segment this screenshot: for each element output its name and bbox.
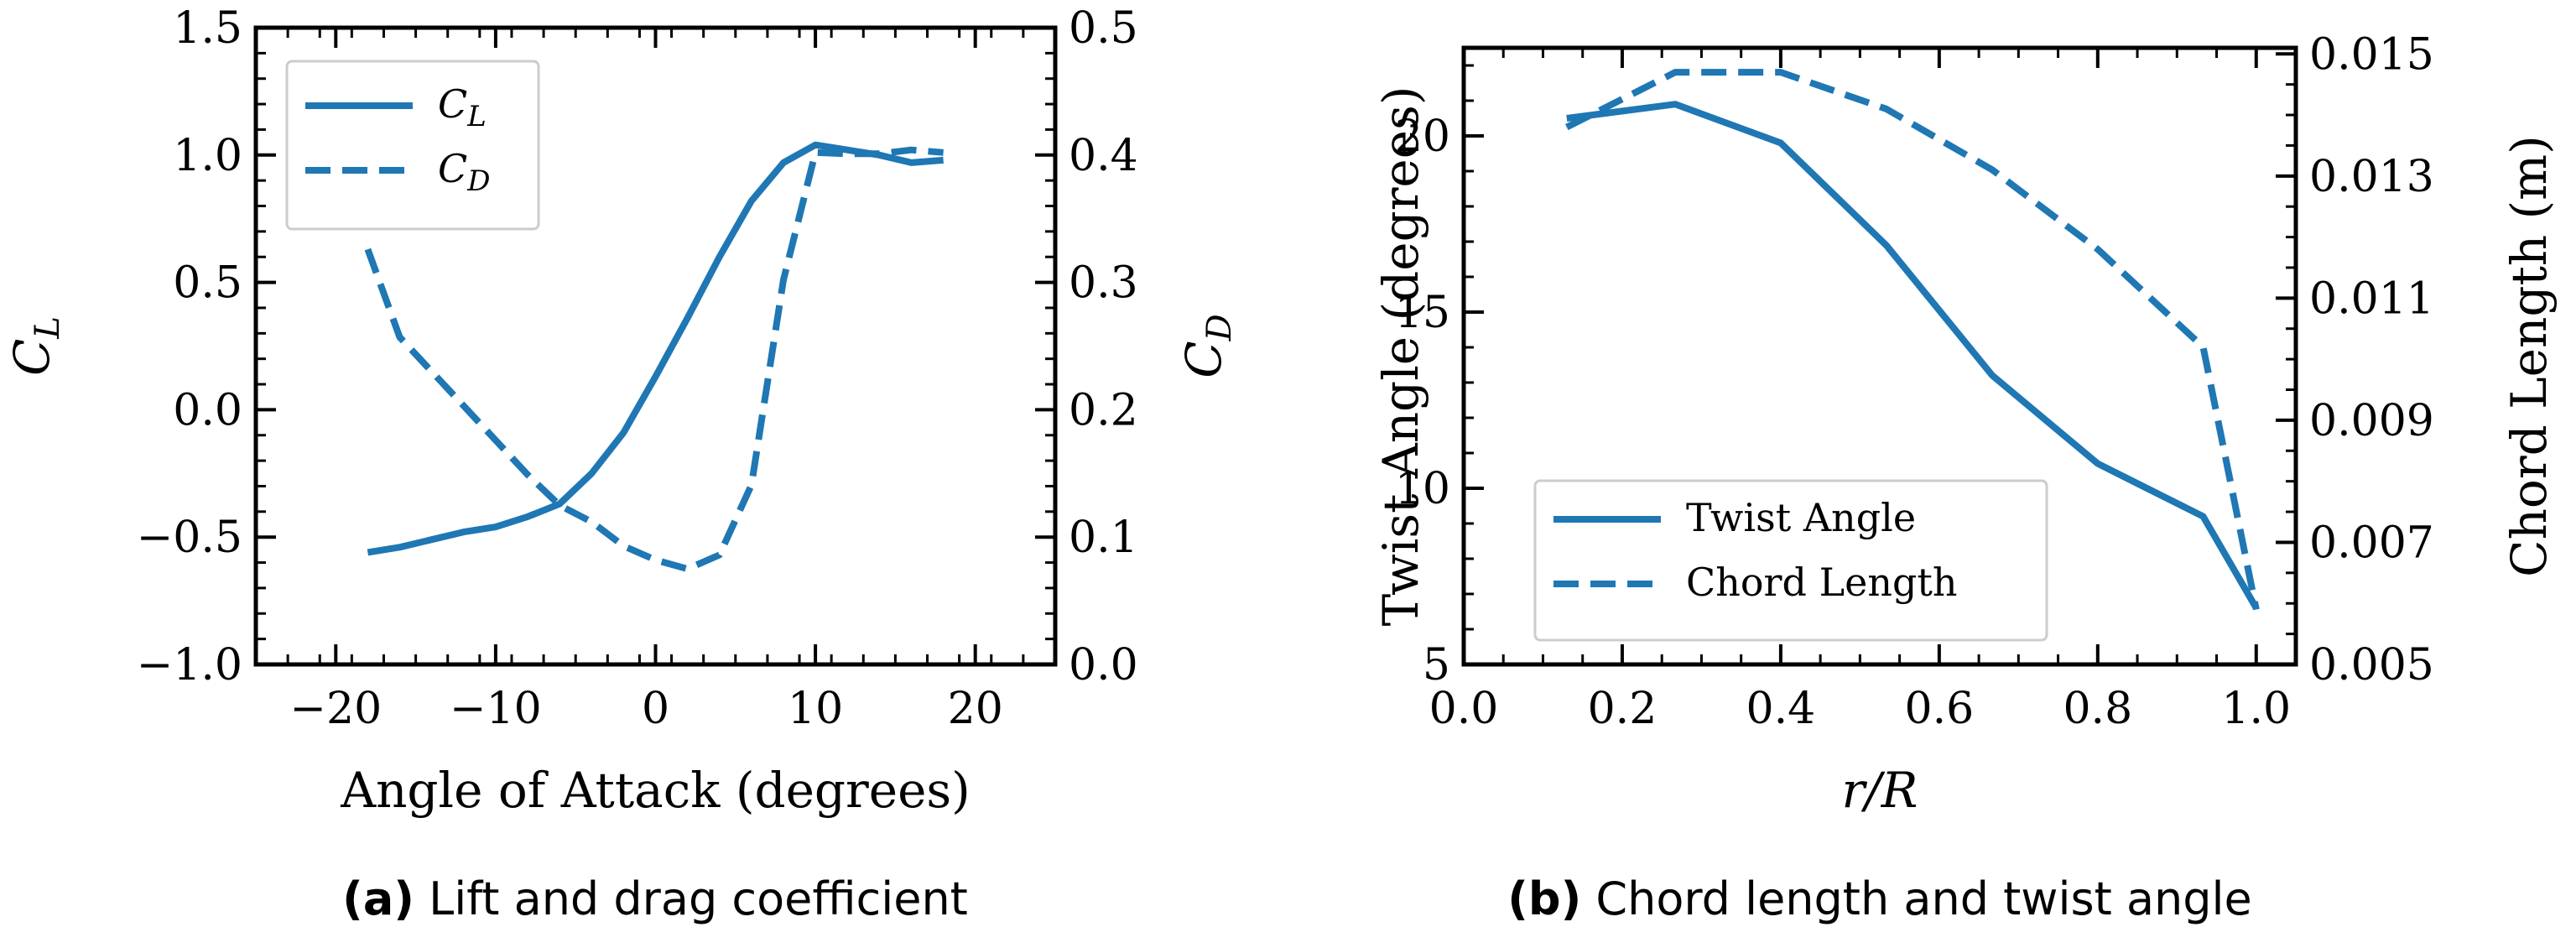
panel-b-y-axis-label-right: Chord Length (m) xyxy=(2501,135,2558,577)
legend-label-chord-length: Chord Length xyxy=(1686,560,1958,605)
x-tick-label: −10 xyxy=(450,684,542,734)
panel-b-caption: (b) Chord length and twist angle xyxy=(1507,872,2252,925)
y-right-tick-label: 0.1 xyxy=(1069,513,1138,563)
series-line-c-l xyxy=(367,141,944,556)
panel-b-axes-frame xyxy=(1461,45,2298,667)
panel-a-caption: (a) Lift and drag coefficient xyxy=(342,872,968,925)
panel-b-legend-box xyxy=(1533,479,2048,642)
x-tick-label: 0.0 xyxy=(1429,684,1499,734)
y-left-tick-label: −0.5 xyxy=(137,513,242,563)
y-left-tick-label: 0.0 xyxy=(173,385,242,435)
panel-b-tick-labels: 0.0 0.2 0.4 0.6 0.8 1.0 5 10 15 20 0.005 0.007 0.009… xyxy=(1395,29,2434,734)
y-left-tick-label: 0.5 xyxy=(173,258,242,309)
panel-a-legend-box xyxy=(285,60,540,231)
panel-a-axes-frame xyxy=(253,25,1058,667)
series-line-c-d xyxy=(364,146,944,573)
panel-a-x-axis-label: Angle of Attack (degrees) xyxy=(340,762,971,819)
y-right-tick-label: 0.0 xyxy=(1069,640,1138,690)
x-tick-label: 0.4 xyxy=(1746,684,1816,734)
panel-a-tick-labels: −20 −10 0 10 20 −1.0 −0.5 0.0 0.5 1.0 1.5 0.0 0.1 0.2… xyxy=(137,3,1138,734)
x-tick-label: −20 xyxy=(289,684,382,734)
panel-b-x-axis-label: r/R xyxy=(1842,762,1918,819)
y-right-tick-label: 0.009 xyxy=(2309,396,2434,446)
y-right-tick-label: 0.005 xyxy=(2309,640,2434,690)
y-right-tick-label: 0.015 xyxy=(2309,29,2434,80)
x-tick-label: 10 xyxy=(788,684,843,734)
y-right-tick-label: 0.3 xyxy=(1069,258,1138,309)
y-left-tick-label: 20 xyxy=(1395,112,1450,162)
y-left-tick-label: 1.0 xyxy=(173,131,242,181)
legend-label-twist-angle: Twist Angle xyxy=(1686,495,1916,540)
x-tick-label: 0.6 xyxy=(1905,684,1975,734)
panel-a-series xyxy=(364,141,944,573)
series-line-chord-length xyxy=(1564,69,2260,611)
y-left-tick-label: 10 xyxy=(1395,464,1450,514)
x-tick-label: 0.8 xyxy=(2063,684,2132,734)
y-right-tick-label: 0.013 xyxy=(2309,152,2434,202)
y-right-tick-label: 0.2 xyxy=(1069,385,1138,435)
x-tick-label: 0.2 xyxy=(1588,684,1657,734)
y-left-tick-label: 1.5 xyxy=(173,3,242,54)
y-left-tick-label: 15 xyxy=(1395,288,1450,338)
y-right-tick-label: 0.011 xyxy=(2309,273,2434,324)
y-right-tick-label: 0.007 xyxy=(2309,518,2434,568)
panel-a-y-axis-label-left: CL xyxy=(3,316,67,376)
panel-a-legend: CL CD xyxy=(285,60,540,231)
legend-label-cd: CD xyxy=(438,146,490,198)
y-right-tick-label: 0.4 xyxy=(1069,131,1138,181)
panel-b-legend: Twist Angle Chord Length xyxy=(1533,479,2048,642)
panel-a-y-axis-label-right: CD xyxy=(1175,314,1239,378)
x-tick-label: 1.0 xyxy=(2221,684,2291,734)
legend-label-cl: CL xyxy=(438,81,487,133)
x-tick-label: 0 xyxy=(642,684,669,734)
panel-a-lift-drag-chart: −20 −10 0 10 20 −1.0 −0.5 0.0 0.5 1.0 1.5 0.0 0.1 0.2… xyxy=(3,3,1239,925)
y-left-tick-label: 5 xyxy=(1423,640,1450,690)
panel-b-y-axis-label-left: Twist Angle (degrees) xyxy=(1372,86,1429,627)
x-tick-label: 20 xyxy=(948,684,1003,734)
y-left-tick-label: −1.0 xyxy=(137,640,242,690)
y-right-tick-label: 0.5 xyxy=(1069,3,1138,54)
series-line-twist-angle xyxy=(1566,101,2260,610)
panel-b-series xyxy=(1564,69,2260,611)
panel-b-chord-twist-chart: 0.0 0.2 0.4 0.6 0.8 1.0 5 10 15 20 0.005 0.007 0.009… xyxy=(1372,29,2558,925)
